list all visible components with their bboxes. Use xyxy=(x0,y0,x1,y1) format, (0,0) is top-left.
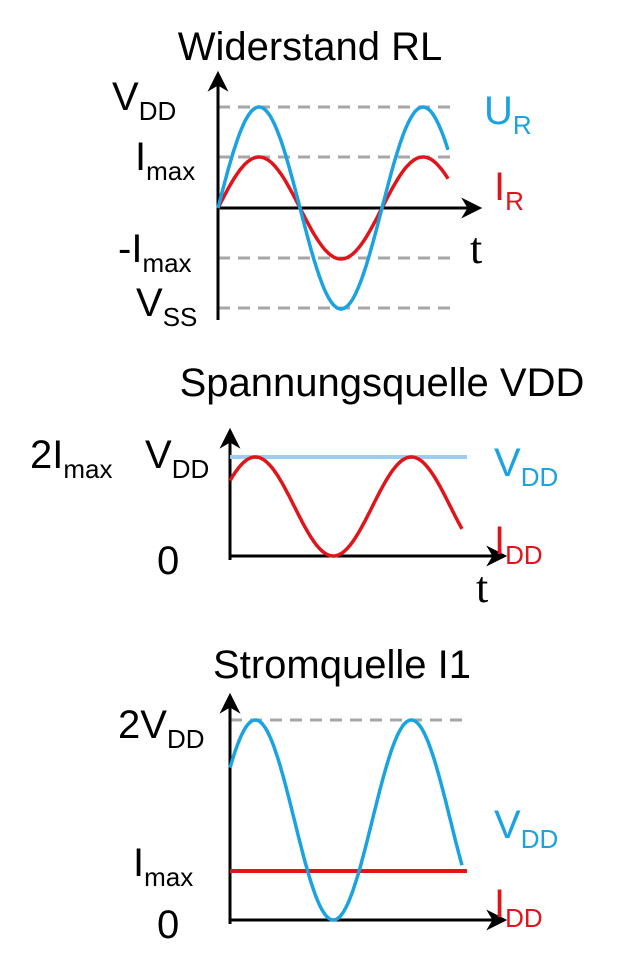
panel-spannungsquelle: Spannungsquelle VDD 2Imax VDD 0 t VDD ID… xyxy=(30,361,584,612)
panel1-title: Widerstand RL xyxy=(178,25,443,69)
panel1-t-label: t xyxy=(470,224,482,273)
legend-ur: UR xyxy=(484,89,532,140)
panel2-t-label: t xyxy=(476,563,488,612)
legend-vdd-3: VDD xyxy=(494,803,558,854)
panel-stromquelle: Stromquelle I1 2VDD Imax 0 VDD IDD xyxy=(118,643,558,947)
panel-widerstand: Widerstand RL VDD Imax -Imax VSS t UR I xyxy=(112,25,532,332)
legend-idd-3: IDD xyxy=(494,882,543,933)
label-vdd-2: VDD xyxy=(145,433,209,484)
panel3-title: Stromquelle I1 xyxy=(213,643,471,687)
legend-ir: IR xyxy=(494,165,524,216)
label-2imax: 2Imax xyxy=(30,433,112,484)
legend-vdd-2: VDD xyxy=(494,441,558,492)
panel2-title: Spannungsquelle VDD xyxy=(180,361,585,405)
idd-curve xyxy=(228,455,464,558)
ir-curve xyxy=(216,155,450,261)
label-neg-imax: -Imax xyxy=(118,227,192,278)
label-vdd: VDD xyxy=(112,75,176,126)
label-imax: Imax xyxy=(135,135,195,186)
label-2vdd: 2VDD xyxy=(118,703,205,754)
label-zero-2: 0 xyxy=(157,539,179,583)
legend-idd-2: IDD xyxy=(494,519,543,570)
vdd-curve xyxy=(228,718,464,922)
label-zero-3: 0 xyxy=(157,903,179,947)
ur-curve xyxy=(216,105,450,311)
label-vss: VSS xyxy=(136,281,197,332)
label-imax-3: Imax xyxy=(133,841,193,892)
